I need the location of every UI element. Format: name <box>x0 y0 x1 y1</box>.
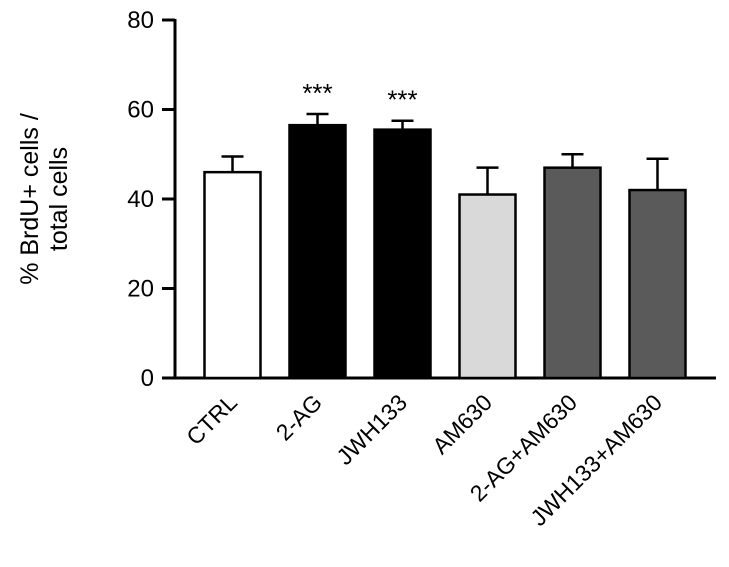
bar <box>458 193 517 380</box>
y-axis-title-line: % BrdU+ cells / <box>16 113 44 285</box>
bar <box>203 170 262 380</box>
y-tick-label: 40 <box>127 186 154 213</box>
bar <box>373 128 432 380</box>
significance-label: *** <box>302 78 332 108</box>
y-axis-title-line: total cells <box>45 147 73 251</box>
bar <box>543 166 602 380</box>
y-tick-label: 20 <box>127 276 154 303</box>
bar <box>288 123 347 380</box>
y-tick-label: 80 <box>127 7 154 34</box>
y-tick-label: 0 <box>141 365 154 392</box>
y-tick-label: 60 <box>127 97 154 124</box>
significance-label: *** <box>387 85 417 115</box>
bar <box>628 188 687 380</box>
